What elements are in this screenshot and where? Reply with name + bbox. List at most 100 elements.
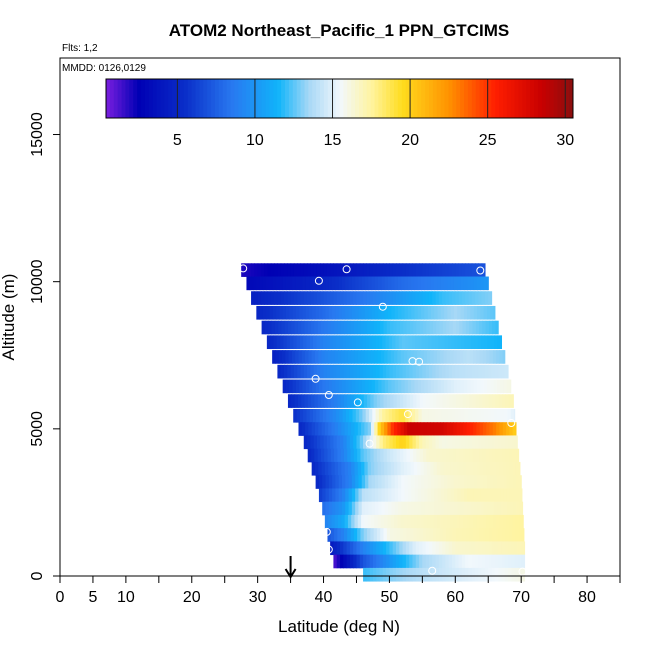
x-tick-label: 80 (578, 589, 596, 606)
heatmap-cell (398, 335, 403, 350)
heatmap-cell (395, 335, 400, 350)
heatmap-cell (516, 488, 521, 503)
heatmap-cell (353, 448, 358, 463)
heatmap-cell (397, 350, 402, 364)
plot-frame (59, 57, 621, 577)
heatmap-cell (484, 364, 489, 379)
colorbar-segment (203, 79, 208, 118)
heatmap-cell (496, 422, 501, 436)
heatmap-cell (508, 435, 512, 450)
heatmap-cell (502, 422, 507, 436)
heatmap-cell (453, 514, 458, 529)
colorbar-segment (195, 79, 200, 118)
heatmap-cell (268, 320, 273, 335)
heatmap-cell (325, 475, 330, 489)
heatmap-cell (438, 335, 443, 350)
heatmap-cell (356, 364, 361, 379)
heatmap-cell (468, 263, 473, 277)
heatmap-cell (374, 350, 379, 364)
heatmap-cell (401, 488, 406, 503)
heatmap-cell (477, 475, 481, 489)
data-point-marker (365, 439, 374, 448)
heatmap-cell (270, 291, 275, 305)
heatmap-cell (485, 528, 490, 542)
heatmap-cell (498, 448, 503, 463)
heatmap-cell (515, 514, 520, 529)
heatmap-cell (292, 379, 297, 394)
heatmap-cell (461, 364, 466, 379)
heatmap-cell (467, 501, 472, 516)
heatmap-cell (405, 263, 410, 277)
heatmap-cell (282, 379, 287, 394)
heatmap-cell (344, 422, 349, 436)
colorbar-segment (226, 79, 232, 118)
heatmap-cell (443, 422, 448, 436)
heatmap-cell (486, 488, 491, 503)
colorbar-tick-label: 10 (246, 132, 264, 149)
heatmap-cell (332, 379, 336, 394)
heatmap-cell (345, 379, 350, 394)
heatmap-cell (407, 422, 412, 436)
heatmap-cell (442, 541, 447, 556)
colorbar-segment (133, 79, 138, 118)
heatmap-cell (504, 408, 508, 423)
heatmap-cell (420, 514, 425, 529)
heatmap-cell (382, 408, 387, 423)
heatmap-cell (381, 501, 386, 516)
heatmap-cell (306, 408, 311, 423)
heatmap-cell (428, 435, 433, 450)
heatmap-cell (420, 350, 425, 364)
heatmap-cell (393, 528, 398, 542)
heatmap-cell (490, 475, 495, 489)
heatmap-cell (480, 408, 485, 423)
heatmap-cell (468, 291, 473, 305)
heatmap-cell (417, 276, 422, 291)
heatmap-cell (289, 379, 294, 394)
heatmap-cell (462, 528, 467, 542)
heatmap-cell (417, 488, 422, 503)
heatmap-cell (407, 501, 412, 516)
heatmap-cell (380, 514, 385, 529)
heatmap-cell (393, 448, 398, 463)
heatmap-cell (409, 320, 414, 335)
heatmap-cell (361, 501, 366, 516)
heatmap-cell (305, 379, 310, 394)
heatmap-cell (402, 435, 407, 450)
heatmap-cell (448, 567, 453, 582)
heatmap-cell (449, 320, 454, 335)
heatmap-cell (295, 305, 300, 320)
heatmap-cell (507, 408, 512, 423)
heatmap-cell (373, 528, 378, 542)
heatmap-cell (355, 475, 360, 489)
heatmap-cell (351, 350, 356, 364)
heatmap-cell (440, 422, 445, 436)
heatmap-cell (325, 276, 330, 291)
colorbar-segment (479, 79, 484, 118)
heatmap-cell (351, 422, 356, 436)
heatmap-cell (492, 350, 497, 364)
heatmap-cell (482, 514, 487, 529)
heatmap-cell (490, 501, 495, 516)
heatmap-cell (313, 263, 318, 277)
heatmap-cell (440, 276, 445, 291)
colorbar-segment (277, 79, 282, 118)
heatmap-cell (374, 276, 379, 291)
heatmap-cell (450, 488, 455, 503)
heatmap-cell (322, 408, 327, 423)
colorbar-segment (444, 79, 449, 118)
heatmap-cell (510, 408, 515, 423)
heatmap-cell (447, 488, 452, 503)
colorbar-ticks: 5 10 15 20 25 30 (173, 79, 574, 149)
heatmap-cell (443, 350, 448, 364)
heatmap-cell (335, 379, 340, 394)
heatmap-cell (325, 501, 330, 516)
heatmap-cell (423, 422, 428, 436)
colorbar-segment (522, 79, 527, 118)
heatmap-cell (358, 488, 363, 503)
heatmap-cell (442, 435, 447, 450)
heatmap-cell (413, 422, 418, 436)
heatmap-cell (438, 263, 443, 277)
heatmap-cell (324, 461, 329, 476)
heatmap-cell (435, 554, 440, 569)
heatmap-cell (401, 379, 406, 394)
